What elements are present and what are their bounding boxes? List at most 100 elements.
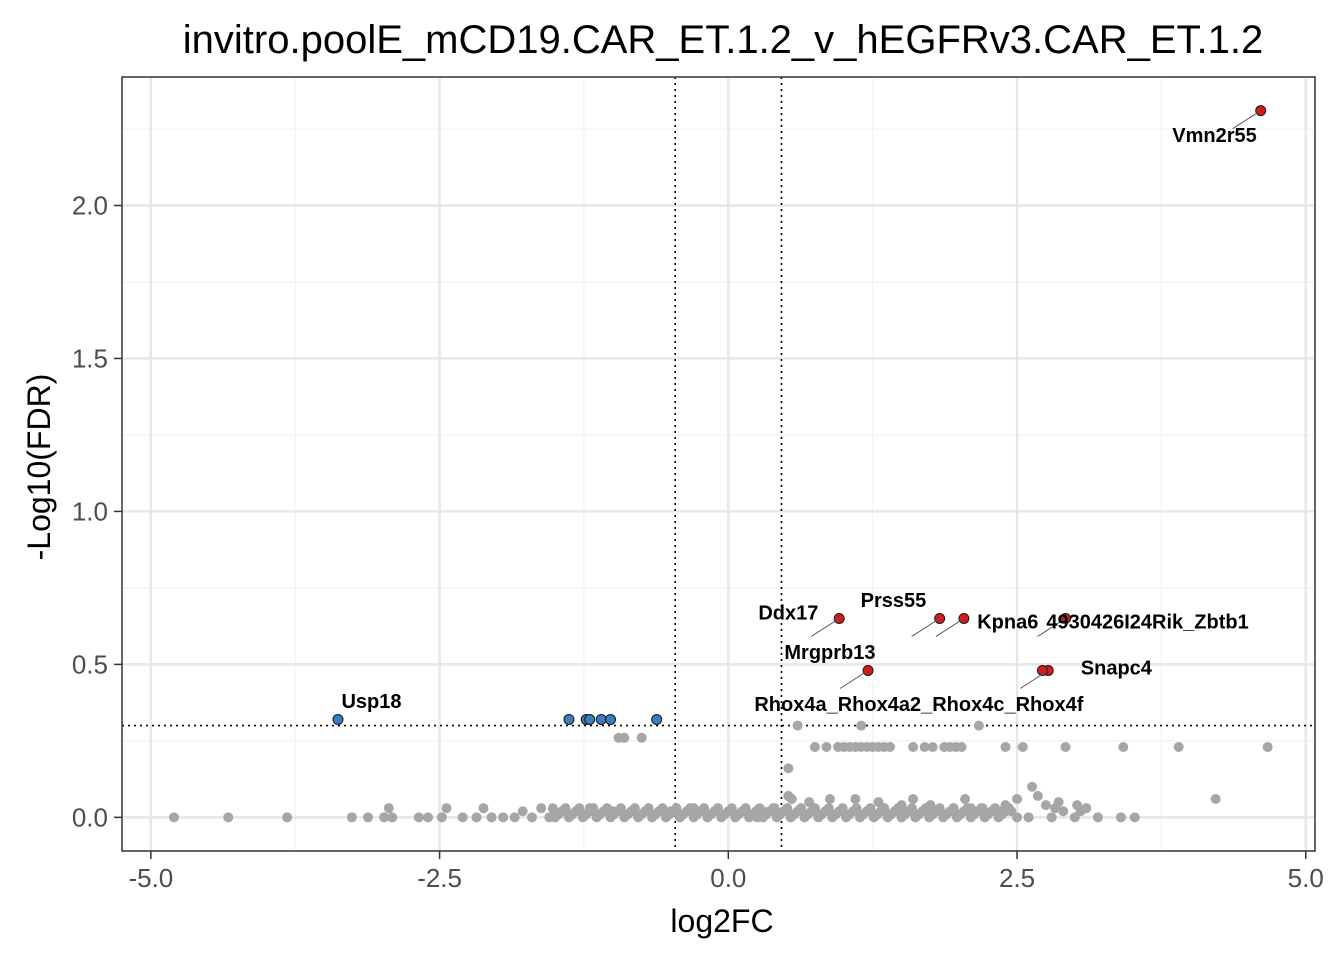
nonsignificant-point [423,812,434,823]
nonsignificant-point [1129,812,1140,823]
nonsignificant-point [643,803,654,814]
nonsignificant-point [712,803,723,814]
axes: -5.0 -2.5 0.0 2.5 5.0 0.0 0.5 1.0 1.5 2.0 [72,190,1324,893]
chart-title: invitro.poolE_mCD19.CAR_ET.1.2_v_hEGFRv3… [183,18,1263,62]
nonsignificant-point [769,803,780,814]
nonsignificant-point [387,812,398,823]
threshold-lines [122,77,1315,851]
gene-label: Usp18 [341,691,401,713]
gene-label: Rhox4a_Rhox4a2_Rhox4c_Rhox4f [754,694,1083,716]
nonsignificant-point [1040,800,1051,811]
nonsignificant-point [441,803,452,814]
nonsignificant-point [824,793,835,804]
gene-label: 4930426I24Rik_Zbtb1 [1046,612,1248,634]
nonsignificant-point [615,803,626,814]
nonsignificant-point [786,793,797,804]
nonsignificant-point [223,812,234,823]
y-axis-title: -Log10(FDR) [21,374,57,561]
x-tick-label: 0.0 [710,863,746,893]
nonsignificant-point [471,812,482,823]
nonsignificant-point [379,812,390,823]
gene-labels: Vmn2r55 Ddx17 Prss55 Kpna6 4930426I24Rik_Zbt… [341,110,1261,716]
nonsignificant-point [509,812,520,823]
nonsignificant-point [699,803,710,814]
plot-panel-border [121,76,1316,852]
nonsignificant-point [934,803,945,814]
gene-label: Kpna6 [977,612,1038,634]
downregulated-point [563,713,575,725]
x-axis-title: log2FC [670,903,773,939]
y-tick-label: 0.5 [72,649,108,679]
nonsignificant-point [574,803,585,814]
nonsignificant-point [457,812,468,823]
nonsignificant-point [726,803,737,814]
label-connector [1037,618,1066,637]
x-tick-label: -5.0 [128,863,173,893]
nonsignificant-point [636,732,647,743]
y-tick-label: 2.0 [72,190,108,220]
nonsignificant-point [740,806,751,817]
label-connector [1232,110,1261,130]
significant-points [332,105,1267,725]
nonsignificant-point [1092,812,1103,823]
nonsignificant-point [584,803,595,814]
nonsignificant-point [1210,793,1221,804]
nonsignificant-point [168,812,179,823]
nonsignificant-point [498,812,509,823]
nonsignificant-point [1069,812,1080,823]
label-connector [839,670,869,689]
nonsignificant-point [486,812,497,823]
nonsignificant-point [885,741,896,752]
nonsignificant-point [965,803,976,814]
nonsignificant-point [282,812,293,823]
x-tick-label: 5.0 [1288,863,1324,893]
label-connector [810,618,840,637]
nonsignificant-point [908,741,919,752]
x-tick-label: -2.5 [417,863,462,893]
nonsignificant-point [856,720,867,731]
nonsignificant-point [478,803,489,814]
nonsignificant-point [783,763,794,774]
nonsignificant-point [925,800,936,811]
downregulated-point [584,713,596,725]
nonsignificant-point [960,793,971,804]
nonsignificant-point [809,741,820,752]
label-connector [1019,670,1049,689]
nonsignificant-point [837,803,848,814]
nonsignificant-point [544,812,555,823]
nonsignificant-point [536,803,547,814]
nonsignificant-point [796,803,807,814]
nonsignificant-point [1023,812,1034,823]
nonsignificant-point [1012,793,1023,804]
downregulated-point [332,713,344,725]
nonsignificant-point [688,803,699,814]
downregulated-point [595,713,607,725]
nonsignificant-point [629,803,640,814]
nonsignificant-point [547,803,558,814]
gene-label: Ddx17 [758,602,818,624]
nonsignificant-points [168,720,1273,823]
nonsignificant-point [908,793,919,804]
nonsignificant-point [823,803,834,814]
nonsignificant-point [619,732,630,743]
label-connector [911,618,940,637]
nonsignificant-point [752,812,763,823]
nonsignificant-point [383,803,394,814]
nonsignificant-point [1173,741,1184,752]
nonsignificant-point [665,806,676,817]
gene-label: Prss55 [861,590,927,612]
nonsignificant-point [526,812,537,823]
downregulated-point [651,713,663,725]
nonsignificant-point [973,720,984,731]
nonsignificant-point [1081,803,1092,814]
nonsignificant-point [956,741,967,752]
nonsignificant-point [1060,741,1071,752]
nonsignificant-point [517,806,528,817]
y-tick-label: 0.0 [72,802,108,832]
nonsignificant-point [906,803,917,814]
nonsignificant-point [413,812,424,823]
y-tick-label: 1.5 [72,343,108,373]
downregulated-point [605,713,617,725]
